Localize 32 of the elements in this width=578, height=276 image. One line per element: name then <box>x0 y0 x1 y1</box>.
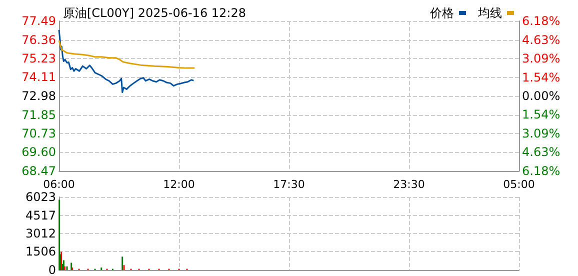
y2-tick-label: 6.18% <box>522 164 560 178</box>
line-series <box>58 40 196 69</box>
y-tick-label: 77.49 <box>22 14 56 28</box>
y-tick-label: 0 <box>48 263 56 276</box>
y-tick-label: 3012 <box>25 226 56 240</box>
y2-tick-label: 4.63% <box>522 145 560 160</box>
x-tick-label: 12:00 <box>163 178 195 191</box>
x-tick-label: 23:30 <box>393 178 425 191</box>
legend-label: 均线 <box>477 6 502 20</box>
y2-tick-label: 6.18% <box>522 14 560 28</box>
y-tick-label: 74.11 <box>22 70 56 84</box>
y-tick-label: 75.23 <box>22 52 56 66</box>
legend-label: 价格 <box>429 6 454 20</box>
x-tick-label: 05:00 <box>503 178 535 191</box>
x-tick-label: 17:30 <box>273 178 305 191</box>
y2-tick-label: 3.09% <box>522 126 560 140</box>
chart-title: 原油[CL00Y] 2025-06-16 12:28 <box>63 6 246 20</box>
y2-tick-label: 0.00% <box>522 89 560 103</box>
y-tick-label: 69.60 <box>22 145 56 160</box>
y2-tick-label: 1.54% <box>522 108 560 122</box>
y-tick-label: 68.47 <box>22 164 56 178</box>
y2-tick-label: 4.63% <box>522 32 560 47</box>
y-tick-label: 76.36 <box>22 32 56 47</box>
y-tick-label: 71.85 <box>22 108 56 122</box>
y-tick-label: 4517 <box>25 208 56 222</box>
y-tick-label: 72.98 <box>22 89 56 103</box>
y-tick-label: 6023 <box>25 190 56 204</box>
x-tick-label: 06:00 <box>43 178 75 191</box>
y2-tick-label: 3.09% <box>522 52 560 66</box>
y-tick-label: 1506 <box>25 244 56 259</box>
y2-tick-label: 1.54% <box>522 70 560 84</box>
y-tick-label: 70.73 <box>22 126 56 140</box>
